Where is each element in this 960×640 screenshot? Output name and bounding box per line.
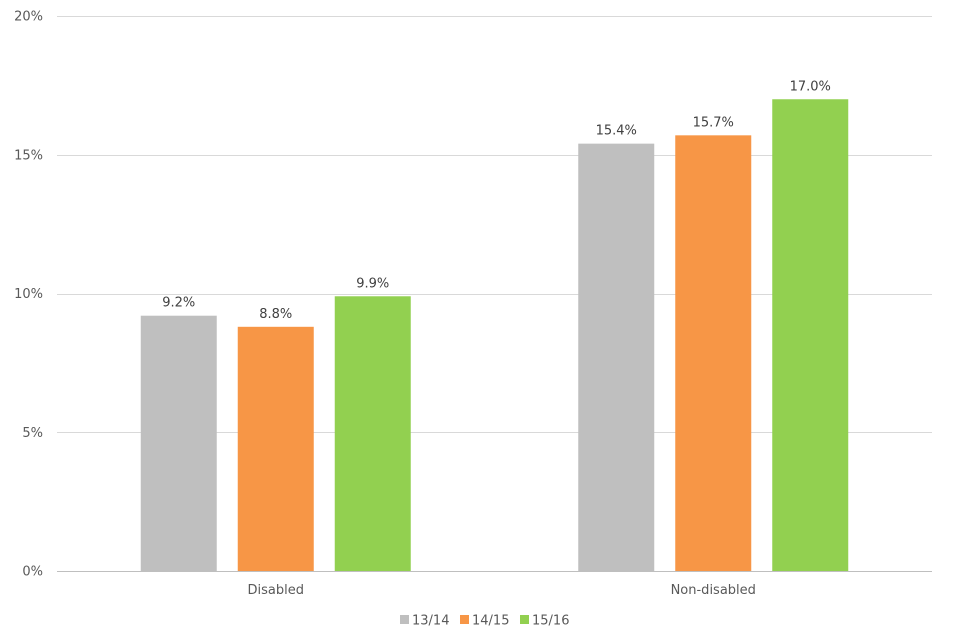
bar-15-16-non-disabled <box>772 99 849 571</box>
bar-13-14-disabled <box>140 315 217 571</box>
bars <box>140 99 849 571</box>
legend-label: 15/16 <box>532 614 569 629</box>
y-tick-label: 15% <box>14 148 43 163</box>
y-tick-label: 5% <box>22 426 43 441</box>
legend: 13/14 14/15 15/16 <box>400 614 569 629</box>
data-label: 17.0% <box>790 79 831 94</box>
data-label: 15.4% <box>596 124 637 139</box>
data-label: 15.7% <box>693 115 734 130</box>
legend-swatch <box>460 615 469 624</box>
data-label: 9.2% <box>162 296 195 311</box>
category-label: Disabled <box>248 583 304 598</box>
legend-label: 14/15 <box>472 614 509 629</box>
bar-13-14-non-disabled <box>578 143 655 571</box>
y-tick-label: 20% <box>14 10 43 25</box>
legend-swatch <box>400 615 409 624</box>
category-labels: Disabled Non-disabled <box>248 583 756 598</box>
legend-label: 13/14 <box>412 614 449 629</box>
data-label: 8.8% <box>259 307 292 322</box>
bar-14-15-non-disabled <box>675 135 752 571</box>
y-tick-label: 0% <box>22 565 43 580</box>
legend-swatch <box>520 615 529 624</box>
category-label: Non-disabled <box>671 583 756 598</box>
bar-15-16-disabled <box>334 296 411 571</box>
data-labels: 9.2% 8.8% 9.9% 15.4% 15.7% 17.0% <box>162 79 831 322</box>
y-axis-tick-labels: 0% 5% 10% 15% 20% <box>14 10 43 580</box>
bar-14-15-disabled <box>237 326 314 571</box>
y-tick-label: 10% <box>14 287 43 302</box>
data-label: 9.9% <box>356 276 389 291</box>
